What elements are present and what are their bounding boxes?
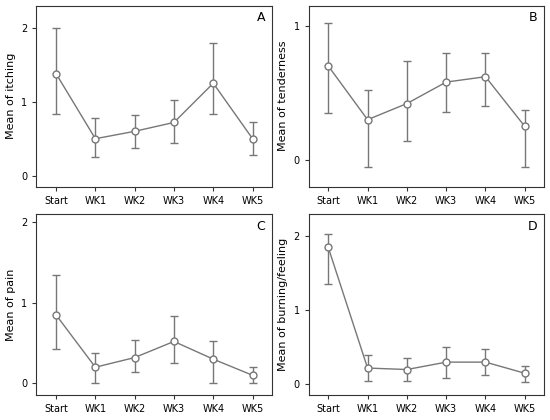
Y-axis label: Mean of burning/feeling: Mean of burning/feeling [278, 238, 288, 371]
Text: B: B [529, 11, 537, 24]
Text: C: C [256, 220, 265, 233]
Text: A: A [257, 11, 265, 24]
Y-axis label: Mean of itching: Mean of itching [6, 53, 15, 139]
Y-axis label: Mean of tenderness: Mean of tenderness [278, 41, 288, 152]
Y-axis label: Mean of pain: Mean of pain [6, 269, 15, 341]
Text: D: D [528, 220, 537, 233]
